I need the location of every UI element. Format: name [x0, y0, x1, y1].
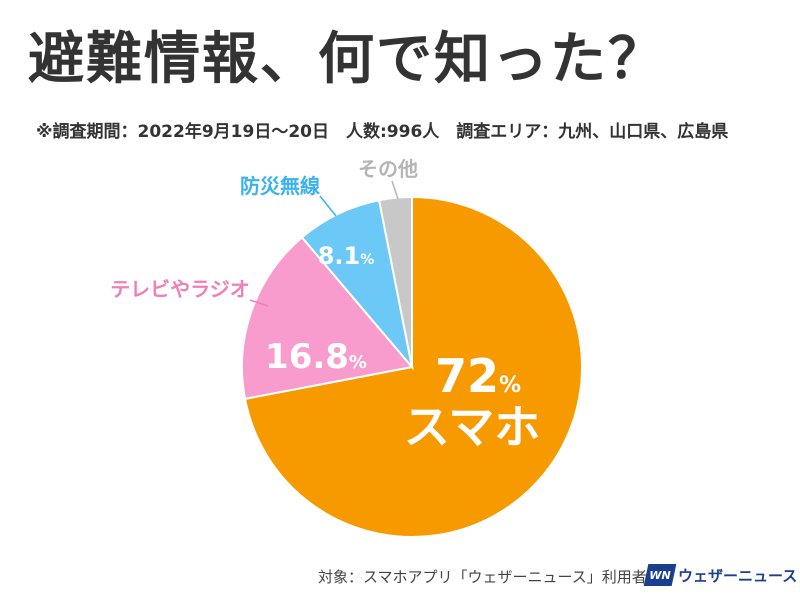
- slice-smartphone-value: 72%: [435, 349, 521, 403]
- wn-logo-icon: WN: [643, 564, 677, 586]
- slice-tv-radio-value: 16.8%: [265, 337, 367, 377]
- slice-other: [377, 195, 413, 368]
- slice-smartphone-label: スマホ: [404, 400, 541, 454]
- slice-disaster-radio-value: 8.1%: [318, 242, 375, 270]
- other-leader-line: [391, 180, 399, 200]
- logo-text: ウェザーニュース: [678, 566, 798, 585]
- survey-info: ※調査期間：2022年9月19日～20日 人数:996人 調査エリア：九州、山口…: [36, 122, 729, 142]
- disaster-radio-leader-line: [319, 195, 337, 217]
- chart-title: 避難情報、何で知った？: [28, 27, 666, 92]
- target-note: 対象：スマホアプリ「ウェザーニュース」利用者: [318, 568, 647, 586]
- tv-radio-leader-line: [249, 299, 269, 307]
- weathernews-logo: WN ウェザーニュース: [643, 564, 798, 586]
- slice-tv-radio-label: テレビやラジオ: [110, 277, 250, 301]
- slice-smartphone: [243, 195, 583, 538]
- slice-other-label: その他: [358, 157, 418, 181]
- slice-tv-radio: [241, 235, 414, 401]
- slice-disaster-radio-label: 防災無線: [240, 174, 320, 198]
